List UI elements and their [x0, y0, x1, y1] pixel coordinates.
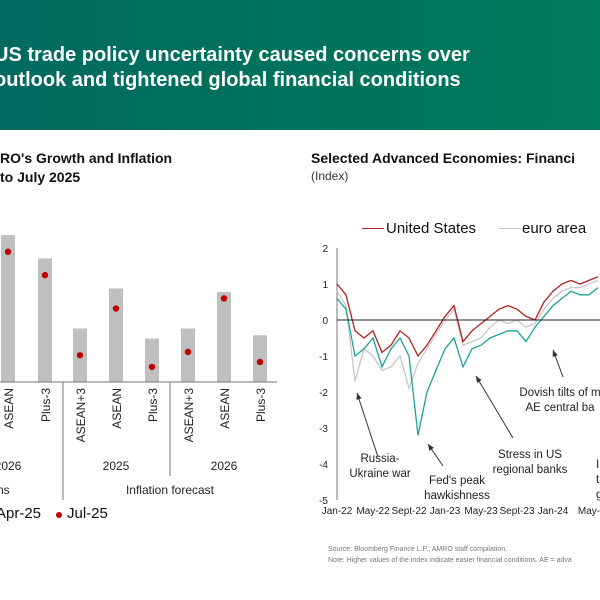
right-chart-title: Selected Advanced Economies: Financi — [311, 150, 576, 166]
arrow-head — [476, 376, 482, 383]
series-line-euro-area — [336, 279, 599, 391]
left-chart-title-1: RO's Growth and Inflation — [0, 150, 173, 166]
annotation-arrow — [475, 375, 514, 439]
category-label: ASEAN+3 — [182, 388, 196, 443]
series-line-United-States — [336, 276, 599, 358]
legend-us-line — [362, 228, 384, 229]
annotation-text: Ukraine war — [349, 468, 411, 480]
y-tick-label: -4 — [319, 460, 328, 471]
source-note: Source: Bloomberg Finance L.P.; AMRO sta… — [328, 546, 508, 553]
legend-us-label: United States — [386, 220, 477, 237]
x-tick-label: May-23 — [464, 506, 498, 517]
x-tick-label: Jan-22 — [322, 506, 353, 517]
dot-jul25 — [148, 363, 156, 371]
category-label: ASEAN — [2, 388, 16, 429]
bar-apr25 — [38, 258, 52, 382]
category-label: Plus-3 — [146, 388, 160, 422]
dot-jul25 — [112, 305, 120, 312]
bar-apr25 — [253, 335, 267, 382]
group-label: 2026 — [0, 459, 22, 473]
annotation-text: regional banks — [493, 464, 568, 476]
category-label: Plus-3 — [39, 388, 53, 422]
x-tick-label: May- — [578, 506, 600, 517]
left-chart-title-2: to July 2025 — [0, 169, 81, 185]
annotation-text: Russia- — [361, 453, 400, 465]
annotation-text: hawkishness — [424, 490, 490, 502]
legend-jul25-label: Jul-25 — [67, 505, 108, 522]
bar-apr25 — [145, 338, 159, 382]
annotation-text: AE central ba — [525, 402, 595, 414]
annotation-text: I — [596, 459, 599, 471]
arrow-head — [356, 393, 362, 400]
dot-jul25 — [220, 295, 228, 302]
bar-apr25 — [109, 288, 123, 382]
y-tick-label: 0 — [322, 316, 328, 327]
x-tick-label: Jan-24 — [538, 506, 569, 517]
legend-euro-label: euro area — [522, 220, 587, 237]
y-tick-label: -2 — [319, 388, 328, 399]
annotation-text: Fed's peak — [429, 475, 485, 487]
right-chart-subtitle: (Index) — [311, 169, 349, 183]
x-tick-label: Jan-23 — [430, 506, 461, 517]
x-tick-label: May-22 — [356, 506, 390, 517]
dot-jul25 — [41, 271, 49, 279]
group-label: 2026 — [211, 459, 238, 473]
y-tick-label: -3 — [319, 424, 328, 435]
footnote: Note: Higher values of the index indicat… — [328, 557, 572, 564]
panel-label: ns — [0, 483, 10, 497]
slide-title-line1: US trade policy uncertainty caused conce… — [0, 44, 470, 66]
bar-apr25 — [181, 328, 195, 382]
category-label: ASEAN — [110, 388, 124, 429]
left-chart: ASEAN Plus-3 ASEAN+3 ASEAN Plus-3 ASEAN+3 ASEA… — [0, 235, 277, 500]
annotation-text: Stress in US — [498, 449, 562, 461]
annotation-text: g — [596, 489, 600, 501]
slide-title-line2: outlook and tightened global financial c… — [0, 69, 461, 91]
y-tick-label: 1 — [322, 280, 328, 291]
legend-apr25-label: Apr-25 — [0, 505, 42, 522]
dot-jul25 — [184, 348, 192, 356]
legend-jul25-marker — [56, 512, 62, 518]
dot-jul25 — [256, 358, 264, 366]
category-label: ASEAN+3 — [74, 388, 88, 443]
annotation-text: t — [596, 474, 600, 486]
x-tick-label: Sept-22 — [391, 506, 426, 517]
dot-jul25 — [76, 352, 84, 359]
y-tick-label: -1 — [319, 352, 328, 363]
y-tick-label: -5 — [319, 496, 328, 507]
group-label: 2025 — [103, 459, 130, 473]
panel-label: Inflation forecast — [126, 483, 215, 497]
header-banner: US trade policy uncertainty caused conce… — [0, 0, 600, 130]
arrow-head — [428, 444, 434, 451]
category-label: Plus-3 — [254, 388, 268, 422]
dot-jul25 — [4, 248, 12, 255]
bar-apr25 — [1, 235, 15, 382]
category-label: ASEAN — [218, 388, 232, 429]
y-tick-label: 2 — [322, 244, 328, 255]
legend-euro-line — [499, 228, 521, 229]
x-tick-label: Sept-23 — [499, 506, 534, 517]
series-line-teal — [336, 287, 599, 436]
annotation-text: Dovish tilts of m — [519, 387, 600, 399]
arrow-head — [552, 350, 558, 357]
annotation-arrow — [356, 392, 379, 458]
bar-apr25 — [217, 291, 231, 382]
